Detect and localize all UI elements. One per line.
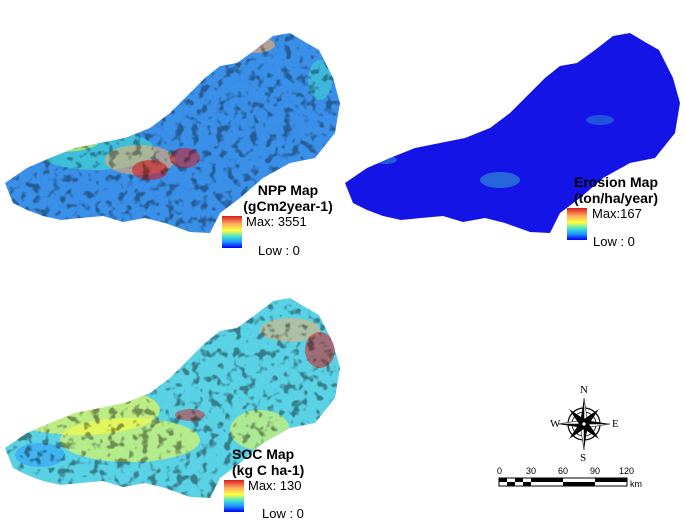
compass-north-label: N (580, 384, 588, 396)
scale-bar (498, 477, 628, 487)
scale-tick-120: 120 (619, 466, 635, 476)
compass-south-label: S (580, 452, 587, 464)
npp-map-title: NPP Map (gCm2year-1) (243, 182, 333, 214)
compass-rose-icon (557, 397, 611, 451)
npp-max-label: Max: 3551 (246, 214, 307, 229)
scale-tick-90: 90 (590, 466, 601, 476)
erosion-color-ramp (567, 208, 587, 240)
compass-west-label: W (550, 418, 561, 430)
npp-color-ramp (222, 216, 242, 248)
compass-east-label: E (612, 418, 619, 430)
scale-unit-label: km (630, 479, 642, 489)
soc-map-title: SOC Map (kg C ha-1) (232, 446, 305, 478)
npp-low-label: Low : 0 (258, 243, 300, 258)
erosion-low-label: Low : 0 (593, 234, 635, 249)
soc-max-label: Max: 130 (248, 478, 302, 493)
scale-tick-0: 0 (497, 466, 503, 476)
scale-tick-60: 60 (558, 466, 569, 476)
soc-color-ramp (224, 480, 244, 512)
scale-tick-30: 30 (526, 466, 537, 476)
erosion-map-title: Erosion Map (ton/ha/year) (573, 174, 658, 206)
soc-low-label: Low : 0 (262, 506, 304, 521)
erosion-max-label: Max:167 (592, 206, 642, 221)
